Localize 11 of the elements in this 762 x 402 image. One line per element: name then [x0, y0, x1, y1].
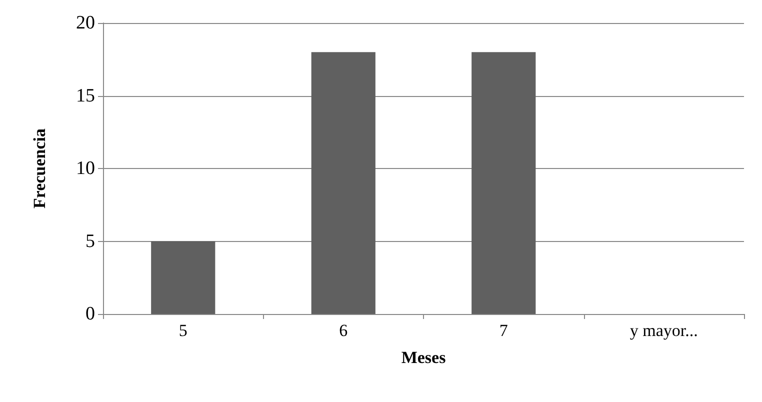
x-tick-label: 6: [339, 321, 348, 340]
y-tick-label: 10: [76, 158, 95, 179]
y-tick-label: 5: [86, 230, 95, 252]
x-tick-label: 5: [178, 321, 188, 340]
y-tick-label: 0: [86, 304, 95, 324]
x-axis-title: Meses: [401, 348, 446, 367]
y-axis-title: Frecuencia: [30, 128, 49, 208]
y-tick-label: 20: [76, 12, 95, 34]
y-tick-label: 15: [76, 85, 95, 106]
x-tick-label: y mayor...: [630, 321, 698, 340]
x-tick-label: 7: [499, 321, 508, 340]
